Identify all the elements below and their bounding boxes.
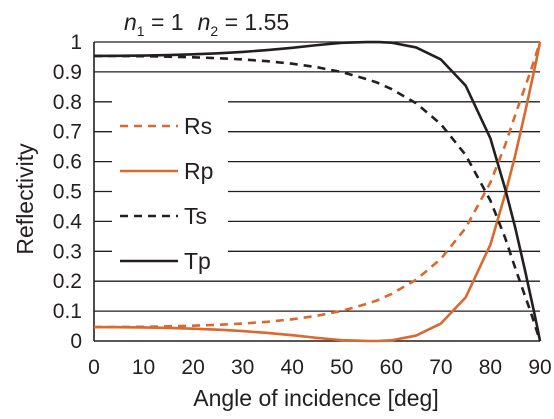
title-n2-subscript: 2 — [210, 23, 218, 39]
legend-label-rp: Rp — [184, 158, 213, 184]
y-axis-label: Reflectivity — [12, 143, 38, 255]
y-tick-label-0.3: 0.3 — [53, 240, 82, 263]
y-tick-label-0.1: 0.1 — [53, 300, 82, 323]
title-n2-symbol: n — [198, 9, 211, 35]
title-n1-subscript: 1 — [137, 23, 145, 39]
series-line-rs — [93, 41, 542, 329]
x-tick-label-80: 80 — [479, 356, 502, 379]
y-tick-label-0.2: 0.2 — [53, 270, 82, 293]
x-tick-label-40: 40 — [281, 356, 304, 379]
series-line-rp — [93, 41, 542, 343]
x-tick-label-30: 30 — [231, 356, 254, 379]
x-axis-label: Angle of incidence [deg] — [193, 385, 439, 411]
x-tick-label-60: 60 — [380, 356, 403, 379]
title-n1-value: = 1 — [145, 9, 184, 35]
legend-label-tp: Tp — [184, 248, 211, 274]
chart-title: n1 = 1 n2 = 1.55 — [124, 9, 289, 39]
legend-label-ts: Ts — [184, 203, 207, 229]
x-tick-label-10: 10 — [132, 356, 155, 379]
y-tick-label-0.8: 0.8 — [53, 91, 82, 114]
x-tick-label-50: 50 — [330, 356, 353, 379]
series-line-ts — [93, 54, 542, 342]
y-tick-label-0.5: 0.5 — [53, 181, 82, 204]
legend: Rs Rp Ts Tp — [120, 113, 213, 274]
tick-labels: 00.10.20.30.40.50.60.70.80.910 10 20 30 40 50… — [53, 31, 552, 379]
axes — [93, 42, 540, 342]
title-n1-symbol: n — [124, 9, 137, 35]
y-tick-label-0: 0 — [70, 330, 82, 353]
y-tick-label-0.6: 0.6 — [53, 151, 82, 174]
legend-label-rs: Rs — [184, 113, 212, 139]
x-tick-label-70: 70 — [429, 356, 452, 379]
x-tick-label-20: 20 — [181, 356, 204, 379]
series-group — [93, 40, 542, 343]
x-tick-label-0: 0 — [88, 356, 100, 379]
x-tick-label-90: 90 — [528, 356, 551, 379]
y-tick-label-0.4: 0.4 — [53, 210, 83, 233]
title-n2-value: = 1.55 — [218, 9, 289, 35]
y-tick-label-1: 1 — [70, 31, 82, 54]
y-tick-label-0.9: 0.9 — [53, 61, 82, 84]
series-line-tp — [93, 40, 542, 342]
y-tick-label-0.7: 0.7 — [53, 121, 82, 144]
